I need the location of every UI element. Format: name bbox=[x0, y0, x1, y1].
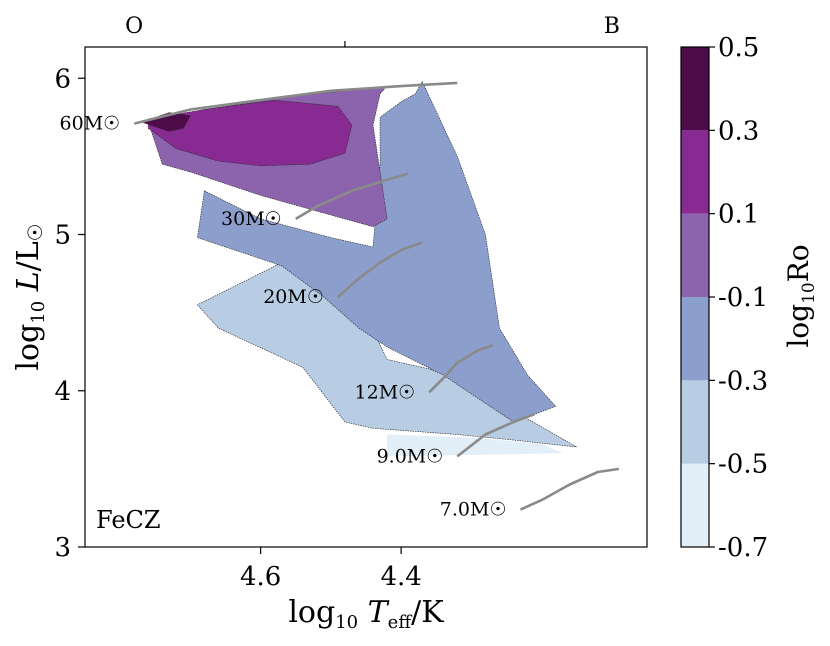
x-tick-label-4.6: 4.6 bbox=[240, 562, 281, 592]
colorbar-tick-label: -0.3 bbox=[718, 366, 768, 396]
track-label-9msun: 9.0M☉ bbox=[377, 445, 444, 467]
colorbar-tick-label: -0.7 bbox=[718, 533, 768, 563]
colorbar-tick-label: -0.1 bbox=[718, 283, 768, 313]
contour-region-5 bbox=[147, 99, 353, 167]
track-60msun bbox=[133, 81, 458, 125]
colorbar-band-1 bbox=[681, 463, 709, 547]
x-axis-label: log10 Teff/K bbox=[288, 595, 444, 633]
colorbar-tick-label: -0.5 bbox=[718, 450, 768, 480]
colorbar-band-5 bbox=[681, 130, 709, 214]
contour-region-6 bbox=[140, 112, 191, 132]
plot-frame bbox=[84, 46, 648, 548]
y-axis-ticks: 3 4 5 6 bbox=[54, 64, 85, 563]
track-label-30msun: 30M☉ bbox=[221, 208, 282, 230]
colorbar-band-2 bbox=[681, 380, 709, 464]
track-label-20msun: 20M☉ bbox=[263, 286, 324, 308]
track-label-60msun: 60M☉ bbox=[60, 113, 121, 135]
colorbar-tick-label: 0.1 bbox=[718, 200, 759, 230]
track-12msun bbox=[428, 344, 493, 394]
track-label-7msun: 7.0M☉ bbox=[440, 499, 507, 521]
x-tick-label-4.4: 4.4 bbox=[380, 562, 421, 592]
track-7msun bbox=[519, 467, 620, 511]
spectral-class-O: O bbox=[125, 14, 143, 39]
colorbar-label: log10Ro bbox=[782, 244, 819, 347]
colorbar-band-4 bbox=[681, 213, 709, 297]
colorbar-tick-label: 0.3 bbox=[718, 116, 759, 146]
evolutionary-tracks bbox=[133, 81, 620, 511]
colorbar-tick-label: 0.5 bbox=[718, 33, 759, 63]
y-tick-label-3: 3 bbox=[54, 533, 71, 563]
colorbar-band-6 bbox=[681, 47, 709, 131]
fecz-annotation: FeCZ bbox=[96, 506, 161, 534]
contour-region-1 bbox=[387, 434, 563, 457]
track-20msun bbox=[337, 241, 423, 298]
track-30msun bbox=[295, 172, 409, 221]
colorbar-band-3 bbox=[681, 297, 709, 381]
y-tick-label-4: 4 bbox=[54, 377, 71, 407]
y-tick-label-5: 5 bbox=[54, 221, 71, 251]
contour-regions bbox=[140, 80, 577, 457]
y-tick-label-6: 6 bbox=[54, 64, 71, 94]
y-axis-label: log10 L/L☉ bbox=[11, 223, 49, 370]
track-9msun bbox=[456, 412, 536, 458]
track-labels: 60M☉ 30M☉ 20M☉ 12M☉ 9.0M☉ 7.0M☉ bbox=[60, 113, 507, 521]
colorbar: -0.7 -0.5 -0.3 -0.1 0.1 0.3 0.5 bbox=[680, 33, 768, 563]
x-axis-ticks: 4.6 4.4 bbox=[240, 547, 422, 592]
track-label-12msun: 12M☉ bbox=[355, 381, 416, 403]
spectral-class-B: B bbox=[604, 14, 620, 39]
